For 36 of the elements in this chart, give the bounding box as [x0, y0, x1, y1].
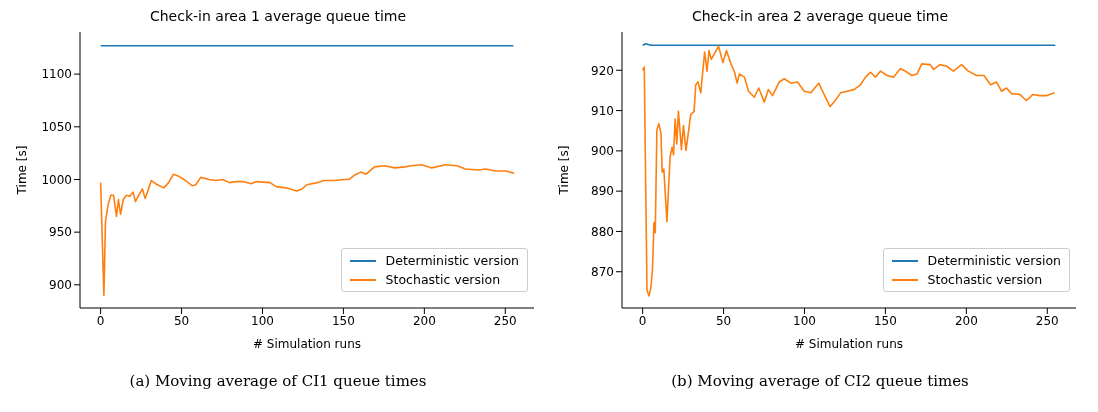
x-tick-label: 200: [954, 313, 978, 328]
x-tick-label: 150: [331, 313, 355, 328]
y-tick-label: 910: [591, 103, 614, 118]
x-tick-label: 100: [793, 313, 816, 328]
y-tick-label: 1100: [41, 67, 72, 82]
chart-title: Check-in area 2 average queue time: [690, 8, 950, 26]
x-axis-title: # Simulation runs: [253, 337, 361, 351]
line-series: [99, 163, 516, 297]
x-tick-label: 50: [715, 313, 732, 328]
y-tick-label: 900: [49, 278, 72, 293]
legend-label: Deterministic version: [927, 252, 1061, 270]
legend-label: Stochastic version: [927, 271, 1043, 289]
x-tick-label: 150: [873, 313, 897, 328]
x-tick-label: 0: [96, 313, 105, 328]
x-tick-label: 250: [1035, 313, 1059, 328]
y-tick-label: 950: [49, 225, 72, 240]
legend-label: Stochastic version: [385, 271, 501, 289]
text: (b) Moving average of CI2 queue times: [670, 372, 970, 390]
y-tick-label: 880: [591, 224, 614, 239]
x-axis-title: # Simulation runs: [795, 337, 903, 351]
x-tick-label: 100: [251, 313, 274, 328]
y-tick-label: 890: [591, 184, 614, 199]
x-tick-label: 0: [638, 313, 647, 328]
text: (a) Moving average of CI1 queue times: [128, 372, 428, 390]
chart-title: Check-in area 1 average queue time: [148, 8, 408, 26]
y-tick-label: 870: [591, 265, 614, 279]
y-axis-title: Time [s]: [15, 145, 30, 196]
y-tick-label: 1000: [41, 172, 72, 187]
y-tick-label: 920: [591, 63, 614, 78]
x-tick-label: 250: [493, 313, 517, 328]
y-tick-label: 900: [591, 144, 614, 159]
y-tick-label: 1050: [41, 120, 72, 135]
y-axis-title: Time [s]: [557, 145, 572, 196]
legend-label: Deterministic version: [385, 252, 519, 270]
x-tick-label: 200: [412, 313, 436, 328]
x-tick-label: 50: [173, 313, 190, 328]
